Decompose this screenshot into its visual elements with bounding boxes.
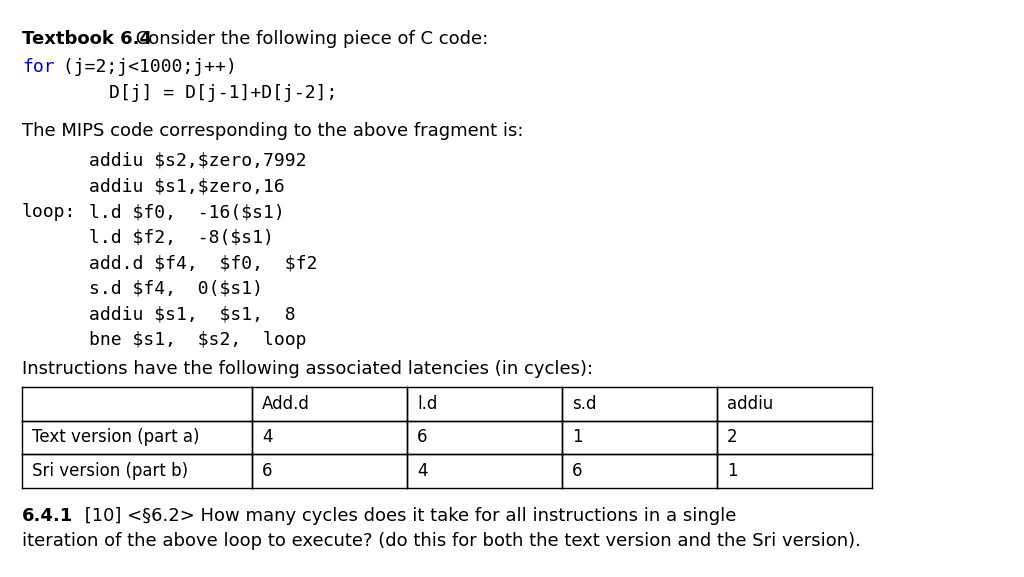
Text: 6: 6: [262, 462, 272, 479]
Text: addiu $s1,  $s1,  8: addiu $s1, $s1, 8: [89, 305, 296, 323]
Text: loop:: loop:: [22, 203, 77, 221]
Text: Text version (part a): Text version (part a): [32, 428, 200, 446]
Text: 2: 2: [727, 428, 737, 446]
Text: Instructions have the following associated latencies (in cycles):: Instructions have the following associat…: [22, 360, 593, 378]
Text: add.d $f4,  $f0,  $f2: add.d $f4, $f0, $f2: [89, 254, 317, 272]
Text: l.d: l.d: [417, 395, 437, 413]
Text: addiu: addiu: [727, 395, 773, 413]
Text: for: for: [22, 58, 54, 76]
Text: 4: 4: [417, 462, 427, 479]
Text: bne $s1,  $s2,  loop: bne $s1, $s2, loop: [89, 331, 306, 349]
Text: 6.4.1: 6.4.1: [22, 507, 74, 525]
Text: [10] <§6.2> How many cycles does it take for all instructions in a single: [10] <§6.2> How many cycles does it take…: [79, 507, 736, 525]
Text: l.d $f2,  -8($s1): l.d $f2, -8($s1): [89, 228, 273, 246]
Text: s.d: s.d: [572, 395, 597, 413]
Text: iteration of the above loop to execute? (do this for both the text version and t: iteration of the above loop to execute? …: [22, 533, 861, 550]
Text: 6: 6: [572, 462, 583, 479]
Text: D[j] = D[j-1]+D[j-2];: D[j] = D[j-1]+D[j-2];: [22, 84, 337, 102]
Text: s.d $f4,  0($s1): s.d $f4, 0($s1): [89, 279, 263, 298]
Text: 1: 1: [572, 428, 583, 446]
Text: (j=2;j<1000;j++): (j=2;j<1000;j++): [52, 58, 237, 76]
Text: addiu $s2,$zero,7992: addiu $s2,$zero,7992: [89, 152, 306, 170]
Text: Textbook 6.4: Textbook 6.4: [22, 30, 152, 48]
Text: 4: 4: [262, 428, 272, 446]
Text: 6: 6: [417, 428, 427, 446]
Text: 1: 1: [727, 462, 737, 479]
Text: Add.d: Add.d: [262, 395, 310, 413]
Text: Sri version (part b): Sri version (part b): [32, 462, 188, 479]
Text: The MIPS code corresponding to the above fragment is:: The MIPS code corresponding to the above…: [22, 122, 523, 140]
Text: addiu $s1,$zero,16: addiu $s1,$zero,16: [89, 178, 285, 196]
Text: Consider the following piece of C code:: Consider the following piece of C code:: [130, 30, 488, 48]
Text: l.d $f0,  -16($s1): l.d $f0, -16($s1): [89, 203, 285, 221]
